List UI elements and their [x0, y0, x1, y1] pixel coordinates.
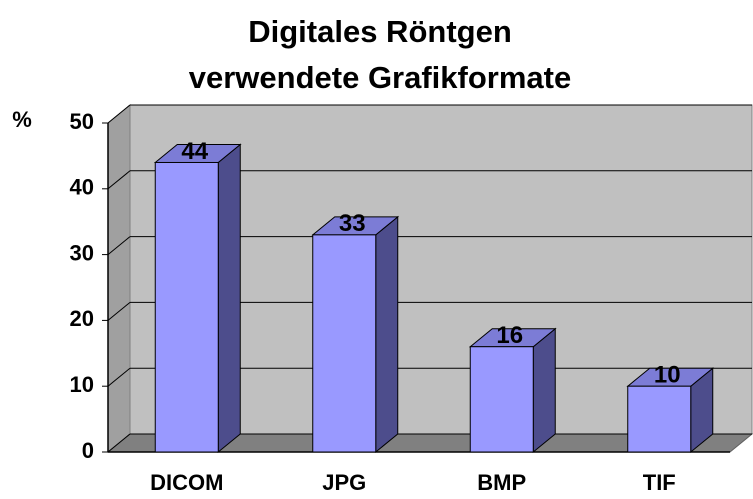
y-tick-label: 0 [82, 438, 94, 463]
y-tick-label: 10 [70, 372, 94, 397]
grid-line [107, 104, 131, 124]
data-label: 10 [654, 362, 681, 389]
bar [312, 234, 377, 453]
grid-line [107, 170, 131, 190]
bar [627, 385, 692, 453]
grid-line [107, 236, 131, 255]
data-label: 33 [339, 210, 366, 237]
y-tick-label: 20 [70, 306, 94, 331]
data-label: 44 [181, 138, 208, 165]
bar [154, 161, 219, 453]
y-tick-label: 30 [70, 240, 94, 265]
chart-title: Digitales Röntgen [248, 14, 512, 49]
x-tick-label: JPG [322, 470, 366, 495]
grid-line [107, 302, 131, 321]
bar-side [532, 327, 556, 454]
bar-side [375, 215, 399, 454]
x-tick-label: TIF [643, 470, 676, 495]
y-axis-label: % [12, 107, 32, 132]
y-tick-label: 50 [70, 109, 94, 134]
x-tick-label: DICOM [150, 470, 223, 495]
x-tick-label: BMP [477, 470, 526, 495]
bar-side [217, 143, 241, 454]
chart-title: verwendete Grafikformate [189, 60, 571, 95]
bar [469, 346, 534, 453]
data-label: 16 [496, 322, 523, 349]
grid-line [107, 433, 131, 453]
side-wall [107, 103, 131, 454]
y-tick-label: 40 [70, 175, 94, 200]
grid-line [107, 367, 131, 387]
